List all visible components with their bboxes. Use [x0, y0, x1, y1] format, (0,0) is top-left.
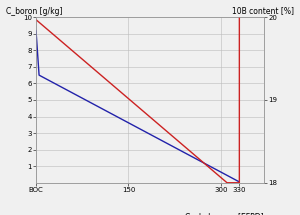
Text: C_boron [g/kg]: C_boron [g/kg] — [6, 6, 63, 15]
Text: 10B content [%]: 10B content [%] — [232, 6, 294, 15]
Text: Cycle burnup [EFPD]: Cycle burnup [EFPD] — [185, 213, 264, 215]
